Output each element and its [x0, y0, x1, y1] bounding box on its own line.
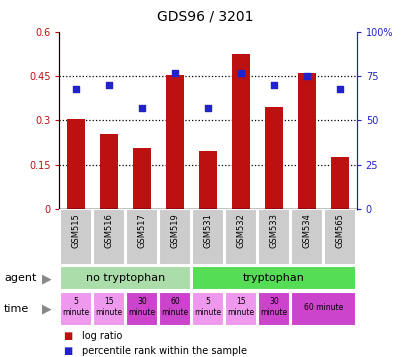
Text: 5
minute: 5 minute	[194, 297, 221, 317]
FancyBboxPatch shape	[60, 210, 92, 265]
Bar	[330, 157, 348, 209]
Point	[106, 82, 112, 88]
Text: no tryptophan: no tryptophan	[85, 273, 165, 283]
FancyBboxPatch shape	[60, 292, 92, 326]
FancyBboxPatch shape	[225, 292, 257, 326]
Text: GSM519: GSM519	[170, 213, 179, 248]
Text: ■: ■	[63, 346, 73, 356]
FancyBboxPatch shape	[290, 210, 323, 265]
Text: GSM533: GSM533	[269, 213, 278, 248]
Point	[72, 86, 79, 91]
Text: 60 minute: 60 minute	[303, 302, 342, 312]
Text: GSM565: GSM565	[335, 213, 344, 248]
Bar	[264, 107, 283, 209]
Text: GSM532: GSM532	[236, 213, 245, 248]
FancyBboxPatch shape	[290, 292, 355, 326]
Point	[138, 105, 145, 111]
Bar	[198, 151, 217, 209]
Text: GSM534: GSM534	[302, 213, 311, 248]
FancyBboxPatch shape	[191, 266, 355, 291]
FancyBboxPatch shape	[158, 292, 191, 326]
Text: GSM517: GSM517	[137, 213, 146, 248]
FancyBboxPatch shape	[257, 292, 290, 326]
FancyBboxPatch shape	[126, 210, 158, 265]
Text: 30
minute: 30 minute	[128, 297, 155, 317]
FancyBboxPatch shape	[92, 210, 125, 265]
Text: percentile rank within the sample: percentile rank within the sample	[82, 346, 246, 356]
Text: ■: ■	[63, 331, 73, 341]
Point	[270, 82, 277, 88]
Point	[171, 70, 178, 76]
Text: 5
minute: 5 minute	[62, 297, 89, 317]
Bar	[166, 75, 184, 209]
Text: agent: agent	[4, 273, 36, 283]
Point	[237, 70, 244, 76]
FancyBboxPatch shape	[92, 292, 125, 326]
FancyBboxPatch shape	[126, 292, 158, 326]
Point	[204, 105, 211, 111]
FancyBboxPatch shape	[191, 210, 224, 265]
FancyBboxPatch shape	[323, 210, 355, 265]
Text: 60
minute: 60 minute	[161, 297, 188, 317]
Text: GSM516: GSM516	[104, 213, 113, 248]
Bar	[100, 134, 118, 209]
Text: time: time	[4, 304, 29, 314]
FancyBboxPatch shape	[191, 292, 224, 326]
Point	[303, 74, 310, 79]
Text: 15
minute: 15 minute	[227, 297, 254, 317]
Text: ▶: ▶	[42, 302, 52, 315]
FancyBboxPatch shape	[158, 210, 191, 265]
Bar	[297, 74, 315, 209]
Text: 15
minute: 15 minute	[95, 297, 122, 317]
Text: 30
minute: 30 minute	[260, 297, 287, 317]
Text: GSM515: GSM515	[71, 213, 80, 248]
Text: GSM531: GSM531	[203, 213, 212, 248]
FancyBboxPatch shape	[257, 210, 290, 265]
Text: log ratio: log ratio	[82, 331, 122, 341]
Text: tryptophan: tryptophan	[243, 273, 304, 283]
FancyBboxPatch shape	[60, 266, 191, 291]
Text: GDS96 / 3201: GDS96 / 3201	[156, 9, 253, 23]
FancyBboxPatch shape	[225, 210, 257, 265]
Bar	[231, 54, 249, 209]
Point	[336, 86, 343, 91]
Bar	[133, 149, 151, 209]
Bar	[67, 119, 85, 209]
Text: ▶: ▶	[42, 272, 52, 285]
